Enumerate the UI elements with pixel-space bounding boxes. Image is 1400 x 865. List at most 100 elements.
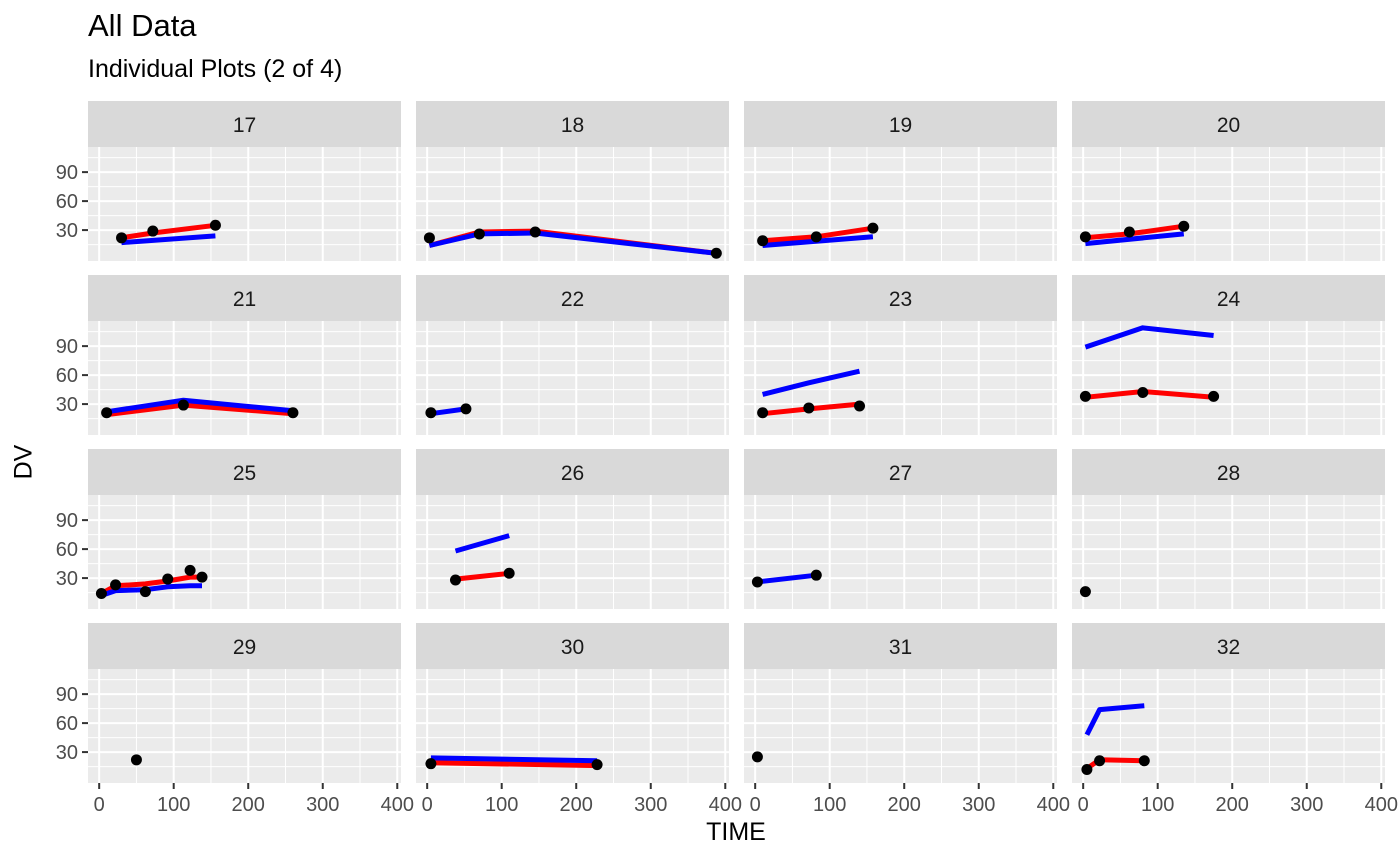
panel-background (744, 669, 1057, 783)
facet-strip-label: 22 (561, 288, 584, 311)
observed-point (1094, 755, 1106, 767)
x-tick-label: 200 (232, 794, 265, 816)
x-tick-label: 100 (157, 794, 190, 816)
panel-background (744, 321, 1057, 435)
observed-point (591, 759, 603, 771)
x-tick-label: 400 (709, 794, 742, 816)
observed-point (1081, 763, 1093, 775)
panel-background (416, 495, 729, 609)
y-tick-label: 90 (56, 336, 78, 358)
observed-point (810, 569, 822, 581)
observed-point (1123, 226, 1135, 238)
observed-point (810, 231, 822, 243)
y-tick-label: 60 (56, 713, 78, 735)
panel-background (1072, 495, 1385, 609)
facet-panel-18: 18 (416, 101, 729, 261)
observed-point (116, 232, 128, 244)
facet-panel-19: 19 (744, 101, 1057, 261)
y-axis-label: DV (9, 444, 38, 480)
y-tick-label: 60 (56, 539, 78, 561)
observed-point (854, 400, 866, 412)
observed-point (139, 586, 151, 598)
observed-point (751, 576, 763, 588)
facet-strip (88, 449, 401, 495)
blue-series-line (761, 368, 861, 397)
observed-point (95, 588, 107, 600)
y-tick-label: 30 (56, 568, 78, 590)
y-tick-label: 90 (56, 162, 78, 184)
facet-strip (416, 275, 729, 321)
observed-point (757, 235, 769, 247)
facet-strip (416, 449, 729, 495)
observed-point (473, 228, 485, 240)
facet-strip-label: 18 (561, 114, 584, 137)
facet-panel-17: 17 30 60 90 (56, 101, 401, 261)
blue-series-line (430, 406, 467, 417)
red-series-line (455, 570, 510, 582)
observed-point (196, 571, 208, 583)
observed-point (803, 402, 815, 414)
blue-series-line (428, 230, 717, 256)
panel-background (88, 321, 401, 435)
y-tick-label: 60 (56, 365, 78, 387)
facet-strip-label: 20 (1217, 114, 1240, 137)
blue-series-line (757, 572, 817, 585)
observed-point (425, 407, 437, 419)
x-tick-label: 200 (888, 794, 921, 816)
y-tick-label: 60 (56, 191, 78, 213)
facet-panel-28: 28 (1072, 449, 1385, 609)
y-tick-label: 30 (56, 742, 78, 764)
observed-point (209, 219, 221, 231)
facet-strip-label: 23 (889, 288, 912, 311)
facet-panel-21: 21 30 60 90 (56, 275, 401, 435)
facet-panel-29: 29 30 60 90 0 100 200 300 400 (56, 623, 414, 816)
observed-point (423, 232, 435, 244)
panel-background (1072, 321, 1385, 435)
observed-point (1137, 386, 1149, 398)
x-tick-label: 300 (962, 794, 995, 816)
panel-background (416, 147, 729, 261)
facet-strip (88, 101, 401, 147)
observed-point (460, 403, 472, 415)
observed-point (1138, 755, 1150, 767)
y-tick-label: 30 (56, 220, 78, 242)
facet-panel-30: 300 100 200 300 400 (416, 623, 742, 816)
observed-point (287, 407, 299, 419)
blue-series-line (454, 533, 510, 554)
facet-panel-31: 31 0 100 200 300 400 (744, 623, 1070, 816)
y-tick-label: 30 (56, 394, 78, 416)
facet-strip-label: 29 (233, 636, 256, 659)
observed-point (184, 564, 196, 576)
observed-point (162, 573, 174, 585)
blue-series-line (121, 233, 216, 246)
observed-point (710, 247, 722, 259)
x-tick-label: 100 (813, 794, 846, 816)
blue-series-line (1084, 703, 1145, 736)
facet-strip-label: 24 (1217, 288, 1241, 311)
facet-strip-label: 17 (233, 114, 256, 137)
facet-strip-label: 26 (561, 462, 584, 485)
facet-strip (744, 275, 1057, 321)
facet-strip (1072, 449, 1385, 495)
observed-point (110, 579, 122, 591)
x-tick-label: 0 (422, 794, 433, 816)
observed-point (1079, 586, 1091, 598)
facet-strip (88, 623, 401, 669)
x-tick-label: 0 (94, 794, 105, 816)
y-tick-label: 90 (56, 510, 78, 532)
chart-subtitle: Individual Plots (2 of 4) (88, 55, 343, 83)
facet-panel-22: 22 (416, 275, 729, 435)
facet-strip (1072, 101, 1385, 147)
panel-background (1072, 147, 1385, 261)
facet-strip-label: 19 (889, 114, 912, 137)
facet-strip (744, 101, 1057, 147)
facet-panel-23: 23 (744, 275, 1057, 435)
x-tick-label: 200 (560, 794, 593, 816)
facet-panel-26: 26 (416, 449, 729, 609)
panel-background (88, 669, 401, 783)
x-tick-label: 400 (1365, 794, 1398, 816)
x-tick-label: 300 (1290, 794, 1323, 816)
observed-point (101, 407, 113, 419)
facet-strip (744, 623, 1057, 669)
